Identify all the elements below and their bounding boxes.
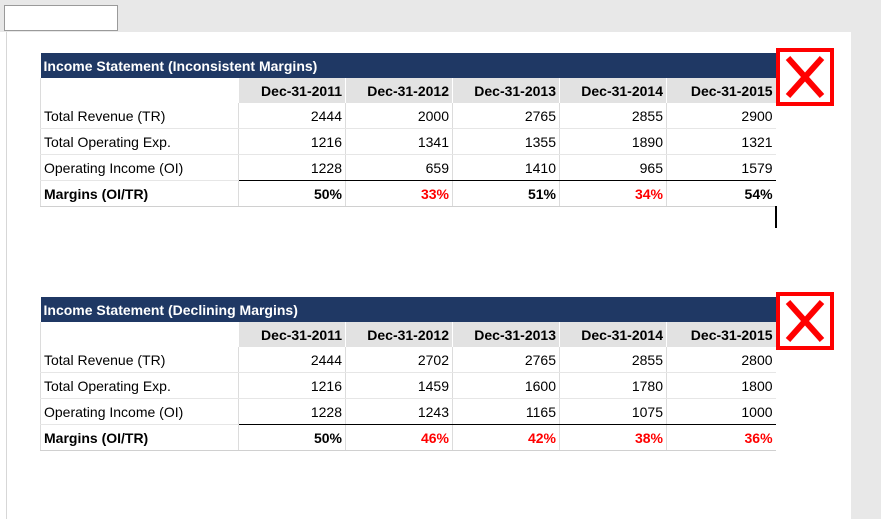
column-header: Dec-31-2011	[238, 78, 346, 103]
cell: 2800	[665, 347, 776, 373]
cell: 1579	[665, 154, 776, 181]
cell: 1216	[238, 372, 346, 399]
cell: 2765	[452, 347, 560, 373]
cell: 2444	[238, 103, 346, 129]
cell: 1165	[452, 398, 560, 425]
red-x-icon	[776, 48, 834, 106]
margin-row: Margins (OI/TR) 50% 46% 42% 38% 36%	[40, 424, 776, 451]
cell: 1890	[559, 128, 667, 155]
table-row: Operating Income (OI) 1228 659 1410 965 …	[40, 154, 776, 181]
cell: 1321	[665, 128, 776, 155]
cell: 1459	[345, 372, 453, 399]
income-statement-inconsistent: Income Statement (Inconsistent Margins) …	[40, 53, 776, 207]
cell: 1228	[238, 154, 346, 181]
cell: 1243	[345, 398, 453, 425]
cell: 2855	[559, 103, 667, 129]
table-row: Total Operating Exp. 1216 1459 1600 1780…	[40, 372, 776, 399]
column-header: Dec-31-2013	[452, 322, 560, 347]
row-label: Operating Income (OI)	[40, 154, 239, 181]
cell: 2702	[345, 347, 453, 373]
cell: 659	[345, 154, 453, 181]
cell: 1341	[345, 128, 453, 155]
margin-cell: 38%	[559, 424, 667, 451]
margin-cell: 54%	[665, 180, 776, 207]
margin-cell: 42%	[452, 424, 560, 451]
column-header: Dec-31-2014	[559, 78, 667, 103]
row-label: Total Revenue (TR)	[40, 103, 239, 129]
column-header: Dec-31-2012	[345, 322, 453, 347]
cell: 965	[559, 154, 667, 181]
table-row: Total Revenue (TR) 2444 2702 2765 2855 2…	[40, 347, 776, 373]
margin-cell: 46%	[345, 424, 453, 451]
row-label: Total Revenue (TR)	[40, 347, 239, 373]
margin-cell: 50%	[238, 180, 346, 207]
income-statement-declining: Income Statement (Declining Margins) Dec…	[40, 297, 776, 451]
cell: 2855	[559, 347, 667, 373]
table-title: Income Statement (Inconsistent Margins)	[40, 53, 776, 78]
cell: 1216	[238, 128, 346, 155]
cell: 2444	[238, 347, 346, 373]
margin-cell: 33%	[345, 180, 453, 207]
scrollbar-track[interactable]	[851, 32, 881, 519]
toolbar-area	[0, 0, 881, 32]
margin-cell: 36%	[665, 424, 776, 451]
cell: 1410	[452, 154, 560, 181]
header-row: Dec-31-2011 Dec-31-2012 Dec-31-2013 Dec-…	[40, 322, 776, 347]
text-cursor	[775, 206, 777, 228]
red-x-icon	[776, 292, 834, 350]
cell: 2000	[345, 103, 453, 129]
margin-cell: 50%	[238, 424, 346, 451]
column-header: Dec-31-2014	[559, 322, 667, 347]
table-row: Operating Income (OI) 1228 1243 1165 107…	[40, 398, 776, 425]
cell: 1075	[559, 398, 667, 425]
column-header: Dec-31-2015	[665, 322, 776, 347]
row-label: Total Operating Exp.	[40, 128, 239, 155]
cell: 1780	[559, 372, 667, 399]
margin-cell: 51%	[452, 180, 560, 207]
column-header: Dec-31-2011	[238, 322, 346, 347]
name-box[interactable]	[4, 5, 118, 31]
header-row: Dec-31-2011 Dec-31-2012 Dec-31-2013 Dec-…	[40, 78, 776, 103]
cell: 2765	[452, 103, 560, 129]
table-title: Income Statement (Declining Margins)	[40, 297, 776, 322]
row-label: Margins (OI/TR)	[40, 424, 239, 451]
row-label: Operating Income (OI)	[40, 398, 239, 425]
cell: 1800	[665, 372, 776, 399]
cell: 1000	[665, 398, 776, 425]
cell: 1355	[452, 128, 560, 155]
cell: 1600	[452, 372, 560, 399]
column-header: Dec-31-2012	[345, 78, 453, 103]
column-header: Dec-31-2013	[452, 78, 560, 103]
cell: 2900	[665, 103, 776, 129]
margin-cell: 34%	[559, 180, 667, 207]
table-row: Total Operating Exp. 1216 1341 1355 1890…	[40, 128, 776, 155]
sheet-edge	[6, 32, 7, 519]
row-label: Margins (OI/TR)	[40, 180, 239, 207]
cell: 1228	[238, 398, 346, 425]
row-label: Total Operating Exp.	[40, 372, 239, 399]
table-row: Total Revenue (TR) 2444 2000 2765 2855 2…	[40, 103, 776, 129]
margin-row: Margins (OI/TR) 50% 33% 51% 34% 54%	[40, 180, 776, 207]
column-header: Dec-31-2015	[665, 78, 776, 103]
